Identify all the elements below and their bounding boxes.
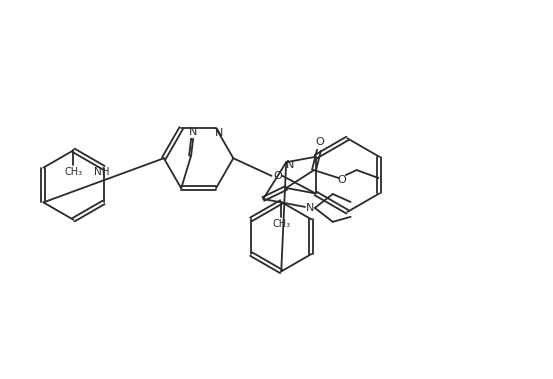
Text: N: N <box>189 127 197 137</box>
Text: O: O <box>316 137 324 147</box>
Text: NH: NH <box>94 168 109 177</box>
Text: CH₃: CH₃ <box>272 219 290 229</box>
Text: N: N <box>286 160 294 170</box>
Text: N: N <box>215 128 223 138</box>
Text: N: N <box>306 203 314 213</box>
Text: O: O <box>337 175 346 185</box>
Text: O: O <box>273 171 282 181</box>
Text: CH₃: CH₃ <box>65 167 82 177</box>
